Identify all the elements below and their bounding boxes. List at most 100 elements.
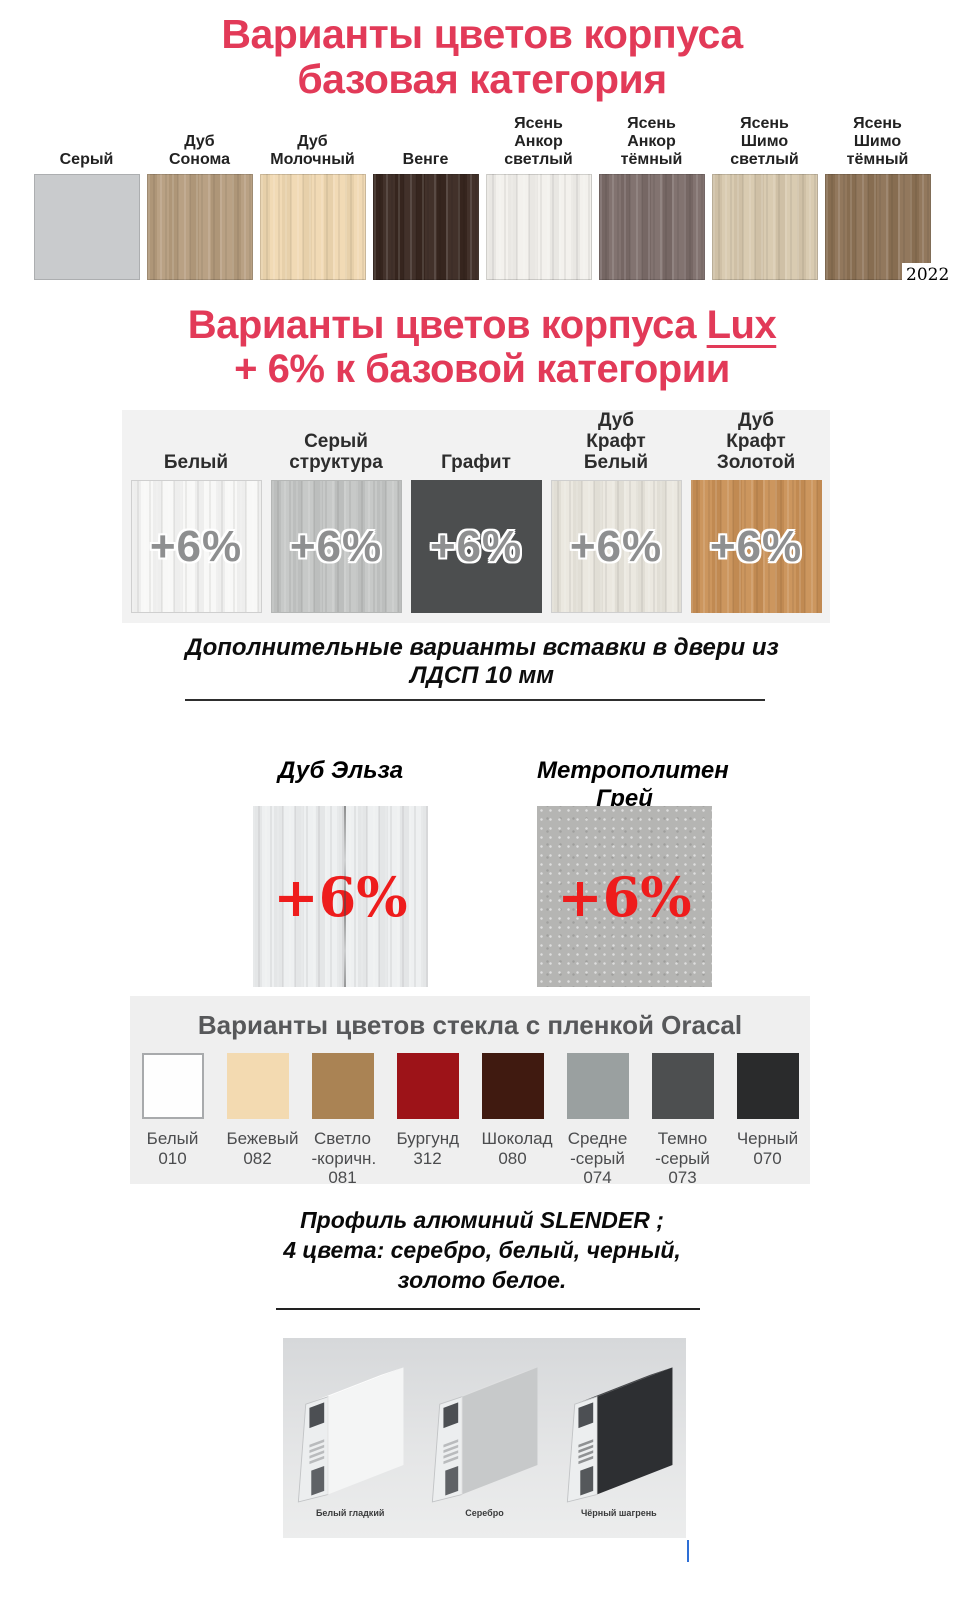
- swatch-label: Дуб Сонома: [168, 133, 231, 169]
- section-base-colors: Варианты цветов корпуса базовая категори…: [0, 11, 964, 287]
- base-title: Варианты цветов корпуса базовая категори…: [221, 11, 743, 103]
- text-cursor-mark: [687, 1540, 689, 1562]
- lux-swatch-row: Белый +6% Серый структура +6% Графит +6%…: [122, 410, 830, 613]
- divider-line: [185, 699, 765, 701]
- surcharge-overlay: +6%: [289, 521, 383, 571]
- swatch-label: Белый: [163, 452, 229, 474]
- color-swatch: [736, 1053, 799, 1119]
- swatch-label: Серый: [59, 151, 114, 169]
- swatch-label: Бежевый 082: [226, 1129, 299, 1168]
- swatch-cell-black-070: Черный 070: [736, 1053, 799, 1188]
- color-swatch: [311, 1053, 374, 1119]
- swatch-cell-lightbrown-081: Светло -коричн. 081: [311, 1053, 377, 1188]
- swatch-cell-gray: Серый: [33, 118, 140, 281]
- section-oracal: Варианты цветов стекла с пленкой Oracal …: [130, 996, 810, 1187]
- color-swatch: [141, 1053, 204, 1119]
- color-swatch: [651, 1053, 714, 1119]
- swatch-cell-beige-082: Бежевый 082: [226, 1053, 299, 1188]
- profile-render-white: [298, 1367, 404, 1503]
- color-swatch: [824, 174, 931, 281]
- watermark-year: 2022: [902, 263, 956, 287]
- color-swatch: [226, 1053, 289, 1119]
- color-swatch: +6%: [253, 806, 428, 987]
- oracal-swatch-row: Белый 010 Бежевый 082 Светло -коричн. 08…: [130, 1053, 810, 1188]
- swatch-cell-midgray-074: Средне -серый 074: [566, 1053, 629, 1188]
- profile-caption-black: Чёрный шагрень: [580, 1508, 657, 1518]
- color-swatch: [566, 1053, 629, 1119]
- swatch-label: Светло -коричн. 081: [311, 1129, 377, 1188]
- profile-caption-silver: Серебро: [465, 1508, 504, 1518]
- swatch-label: Серый структура: [289, 431, 383, 474]
- swatch-label: Ясень Анкор светлый: [504, 115, 573, 169]
- swatch-label: Венге: [402, 151, 449, 169]
- swatch-cell-sonoma: Дуб Сонома: [146, 118, 253, 281]
- swatch-label: Метрополитен Грей: [537, 757, 729, 812]
- color-swatch: [259, 174, 366, 281]
- color-swatch: +6%: [410, 480, 542, 613]
- color-swatch: [481, 1053, 544, 1119]
- color-swatch: [372, 174, 479, 281]
- lux-title-link: Lux: [706, 303, 777, 347]
- swatch-cell-chocolate-080: Шоколад 080: [481, 1053, 553, 1188]
- surcharge-overlay: +6%: [273, 864, 408, 929]
- swatch-cell-craft-gold: Дуб Крафт Золотой +6%: [690, 410, 822, 613]
- color-swatch: +6%: [690, 480, 822, 613]
- surcharge-overlay: +6%: [569, 521, 663, 571]
- color-swatch: [485, 174, 592, 281]
- swatch-cell-white-010: Белый 010: [141, 1053, 204, 1188]
- color-swatch: +6%: [130, 480, 262, 613]
- color-swatch: [598, 174, 705, 281]
- profiles-photo: Белый гладкий Серебро Чёрный шагрень: [283, 1338, 686, 1538]
- section-slender-heading: Профиль алюминий SLENDER ; 4 цвета: сере…: [0, 1206, 964, 1296]
- swatch-cell-shimo-light: Ясень Шимо светлый: [711, 115, 818, 281]
- surcharge-overlay: +6%: [557, 864, 692, 929]
- surcharge-overlay: +6%: [149, 521, 243, 571]
- color-swatch: [146, 174, 253, 281]
- swatch-label: Дуб Молочный: [270, 133, 355, 169]
- swatch-cell-craft-white: Дуб Крафт Белый +6%: [550, 410, 682, 613]
- profile-render-silver: [432, 1367, 538, 1503]
- profile-render-black: [566, 1367, 673, 1503]
- swatch-label: Дуб Крафт Белый: [583, 410, 649, 474]
- swatch-cell-graphite: Графит +6%: [410, 418, 542, 613]
- surcharge-overlay: +6%: [429, 521, 523, 571]
- insert-heading: Дополнительные варианты вставки в двери …: [185, 634, 779, 690]
- swatch-label: Дуб Эльза: [277, 757, 404, 784]
- swatch-cell-white: Белый +6%: [130, 418, 262, 613]
- swatch-label: Ясень Шимо тёмный: [846, 115, 909, 169]
- slender-heading: Профиль алюминий SLENDER ; 4 цвета: сере…: [283, 1207, 681, 1293]
- swatch-label: Бургунд 312: [396, 1129, 460, 1168]
- swatch-cell-ankor-light: Ясень Анкор светлый: [485, 115, 592, 281]
- divider-line: [276, 1308, 700, 1310]
- surcharge-overlay: +6%: [709, 521, 803, 571]
- swatch-label: Ясень Анкор тёмный: [620, 115, 683, 169]
- profiles-captions: Белый гладкий Серебро Чёрный шагрень: [283, 1508, 686, 1518]
- profile-caption-white: Белый гладкий: [315, 1508, 385, 1518]
- swatch-label: Дуб Крафт Золотой: [716, 410, 796, 474]
- color-swatch: +6%: [537, 806, 712, 987]
- swatch-label: Белый 010: [146, 1129, 199, 1168]
- lux-title-line2: + 6% к базовой категории: [234, 347, 730, 391]
- swatch-label: Шоколад 080: [481, 1129, 553, 1168]
- swatch-cell-milky-oak: Дуб Молочный: [259, 118, 366, 281]
- swatch-cell-ankor-dark: Ясень Анкор тёмный: [598, 115, 705, 281]
- color-swatch: [711, 174, 818, 281]
- section-lux-panel: Белый +6% Серый структура +6% Графит +6%…: [122, 410, 830, 623]
- swatch-cell-burgundy-312: Бургунд 312: [396, 1053, 460, 1188]
- swatch-cell-gray-structure: Серый структура +6%: [270, 418, 402, 613]
- insert-column-elza: Дуб Эльза +6%: [253, 757, 428, 987]
- section-lux-title: Варианты цветов корпуса Lux + 6% к базово…: [0, 303, 964, 391]
- swatch-cell-darkgray-073: Темно -серый 073: [651, 1053, 714, 1188]
- swatch-cell-wenge: Венге: [372, 118, 479, 281]
- lux-title-prefix: Варианты цветов корпуса: [187, 303, 707, 347]
- insert-column-metropolitan: Метрополитен Грей +6%: [537, 757, 729, 987]
- color-swatch: [33, 174, 140, 281]
- section-insert-heading: Дополнительные варианты вставки в двери …: [0, 634, 964, 691]
- swatch-label: Черный 070: [736, 1129, 799, 1168]
- swatch-label: Ясень Шимо светлый: [730, 115, 799, 169]
- swatch-label: Средне -серый 074: [567, 1129, 628, 1188]
- color-swatch: +6%: [270, 480, 402, 613]
- swatch-cell-shimo-dark: Ясень Шимо тёмный: [824, 115, 931, 281]
- swatch-label: Графит: [441, 452, 511, 474]
